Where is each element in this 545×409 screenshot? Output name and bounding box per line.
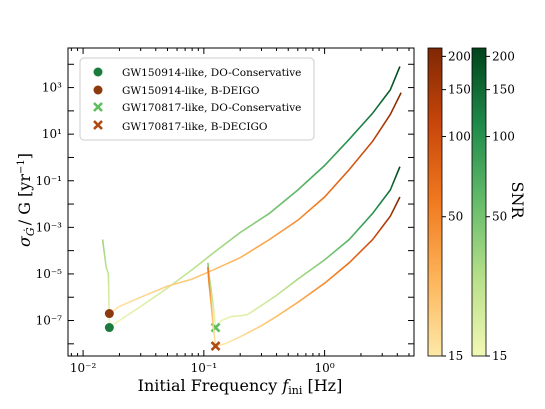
colorbar-tick-label-0-1: 50 bbox=[448, 210, 463, 224]
x-tick-label-2: 10⁰ bbox=[315, 361, 335, 375]
legend-box bbox=[79, 57, 315, 141]
colorbar-tick-label-1-2: 100 bbox=[492, 130, 515, 144]
colorbar-tick-label-0-0: 15 bbox=[448, 349, 463, 363]
colorbar-greens bbox=[471, 47, 487, 357]
legend-marker-3 bbox=[93, 120, 103, 130]
y-axis-label: σĠ/ G [yr−1] bbox=[15, 153, 37, 247]
colorbar-tick-label-1-0: 15 bbox=[492, 349, 507, 363]
axes-layer: 10⁻² 10⁻¹ 10⁰ 10⁻⁷ 10⁻⁵ 10⁻³ 10⁻¹ 10¹ 10³ bbox=[36, 48, 414, 375]
series-marker-0 bbox=[104, 323, 114, 333]
series-marker-3 bbox=[210, 341, 221, 351]
y-tick-label-3: 10⁻¹ bbox=[36, 174, 62, 188]
series-line-3 bbox=[207, 196, 401, 348]
colorbar-tick-label-1-1: 50 bbox=[492, 210, 507, 224]
legend-label-1: GW150914-like, B-DEIGO bbox=[122, 85, 260, 97]
colorbar-label: SNR bbox=[508, 181, 527, 219]
x-tick-label-0: 10⁻² bbox=[70, 361, 97, 375]
colorbar-tick-label-1-4: 200 bbox=[492, 49, 515, 63]
legend-label-0: GW150914-like, DO-Conservative bbox=[122, 67, 301, 79]
x-axis-label: Initial Frequency fini [Hz] bbox=[138, 376, 343, 397]
legend-marker-1 bbox=[93, 85, 103, 95]
plot-frame bbox=[67, 47, 415, 357]
colorbar-layer: 15 50 100 150 200 15 50 100 150 200 bbox=[427, 47, 515, 363]
y-tick-label-4: 10¹ bbox=[42, 127, 62, 141]
colorbar-oranges bbox=[427, 47, 443, 357]
colorbar-tick-label-1-3: 150 bbox=[492, 83, 515, 97]
legend-label-3: GW170817-like, B-DECIGO bbox=[122, 121, 268, 133]
y-tick-label-5: 10³ bbox=[42, 81, 62, 95]
series-line-1 bbox=[108, 92, 402, 315]
legend-marker-0 bbox=[93, 67, 103, 77]
legend: GW150914-like, DO-Conservative GW150914-… bbox=[79, 57, 315, 141]
y-tick-label-0: 10⁻⁷ bbox=[36, 314, 63, 328]
y-tick-label-2: 10⁻³ bbox=[36, 220, 63, 234]
colorbar-tick-label-0-4: 200 bbox=[448, 49, 471, 63]
y-tick-label-1: 10⁻⁵ bbox=[36, 267, 63, 281]
legend-label-2: GW170817-like, DO-Conservative bbox=[122, 102, 301, 114]
x-tick-label-1: 10⁻¹ bbox=[191, 361, 217, 375]
legend-marker-2 bbox=[93, 102, 103, 112]
series-marker-1 bbox=[104, 309, 114, 319]
series-line-2 bbox=[207, 166, 401, 330]
colorbar-tick-label-0-2: 100 bbox=[448, 130, 471, 144]
colorbar-tick-label-0-3: 150 bbox=[448, 83, 471, 97]
series-layer bbox=[101, 66, 402, 351]
